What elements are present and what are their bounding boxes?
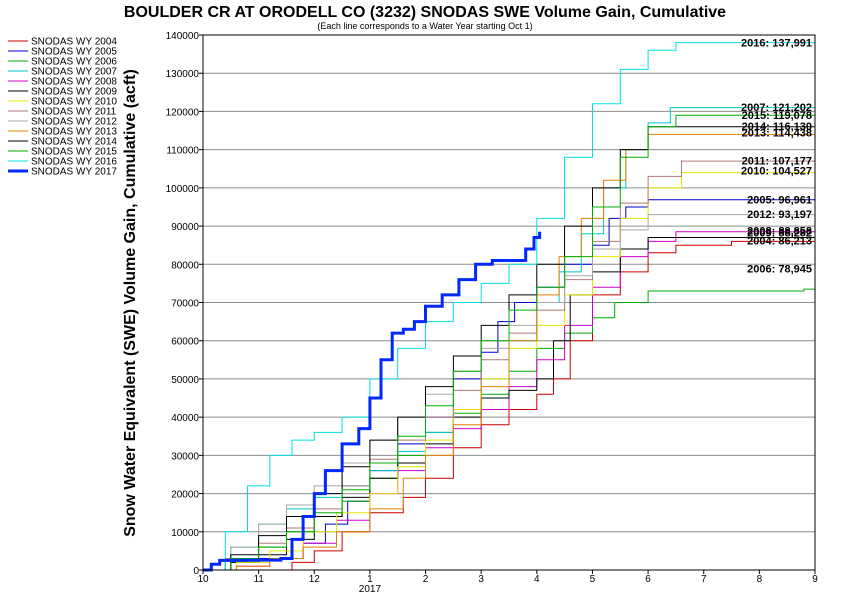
- y-tick-label: 70000: [171, 299, 199, 310]
- legend-label: SNODAS WY 2016: [31, 157, 117, 168]
- x-tick-label: 7: [701, 574, 707, 585]
- y-axis-label: Snow Water Equivalent (SWE) Volume Gain,…: [122, 69, 139, 537]
- y-tick-label: 0: [193, 566, 199, 577]
- series-line-2015: [203, 114, 816, 571]
- series-end-label: 2013: 114,438: [742, 128, 812, 140]
- legend-label: SNODAS WY 2007: [31, 67, 117, 78]
- series-end-label: 2016: 137,991: [741, 38, 812, 50]
- series-end-label: 2011: 107,177: [742, 155, 812, 167]
- end-labels: 2004: 86,213 2005: 96,961 2006: 78,945 2007…: [741, 38, 812, 276]
- chart-title: BOULDER CR AT ORODELL CO (3232) SNODAS S…: [124, 4, 726, 21]
- series-end-label: 2014: 116,130: [742, 121, 812, 133]
- y-tick-label: 50000: [171, 375, 199, 386]
- y-tick-label: 110000: [166, 146, 199, 157]
- x-tick-label: 3: [478, 574, 484, 585]
- series-end-label: 2008: 88,858: [747, 225, 812, 237]
- x-tick-label: 5: [590, 574, 596, 585]
- y-tick-label: 40000: [171, 413, 199, 424]
- y-tick-label: 100000: [166, 184, 200, 195]
- series-end-label: 2009: 88,282: [747, 228, 812, 240]
- series-end-label: 2012: 93,197: [747, 209, 812, 221]
- legend-label: SNODAS WY 2005: [31, 47, 117, 58]
- series-end-label: 2006: 78,945: [747, 263, 812, 275]
- x-tick-label: 4: [534, 574, 540, 585]
- legend-label: SNODAS WY 2006: [31, 57, 117, 68]
- y-tick-label: 60000: [171, 337, 199, 348]
- series-end-label: 2004: 86,213: [747, 236, 812, 248]
- legend-label: SNODAS WY 2004: [31, 37, 117, 48]
- y-tick-label: 10000: [171, 528, 199, 539]
- axes: 0 10000 20000 30000 40000 50000 60000 70000 8000…: [166, 31, 819, 585]
- y-tick-label: 90000: [171, 222, 199, 233]
- legend-label: SNODAS WY 2013: [31, 127, 117, 138]
- legend-label: SNODAS WY 2015: [31, 147, 117, 158]
- x-tick-label: 1: [367, 574, 373, 585]
- x-tick-label: 9: [812, 574, 818, 585]
- series-group: [203, 42, 816, 572]
- legend-label: SNODAS WY 2011: [31, 107, 117, 118]
- x-tick-label: 6: [645, 574, 651, 585]
- x-tick-label: 2: [423, 574, 429, 585]
- y-tick-label: 140000: [166, 31, 200, 42]
- legend-label: SNODAS WY 2012: [31, 117, 117, 128]
- series-end-label: 2010: 104,527: [741, 166, 812, 178]
- y-tick-label: 30000: [171, 451, 199, 462]
- y-tick-label: 80000: [171, 260, 199, 271]
- y-tick-label: 130000: [166, 69, 200, 80]
- legend-label: SNODAS WY 2009: [31, 87, 117, 98]
- x-tick-label: 10: [197, 574, 209, 585]
- y-tick-label: 20000: [171, 490, 199, 501]
- legend-label: SNODAS WY 2010: [31, 97, 117, 108]
- x-tick-label: 11: [253, 574, 264, 585]
- x-tick-label: 12: [309, 574, 321, 585]
- legend-label: SNODAS WY 2017: [31, 167, 117, 178]
- x-tick-label: 8: [757, 574, 763, 585]
- series-line-2017: [203, 231, 542, 572]
- legend-label: SNODAS WY 2008: [31, 77, 117, 88]
- series-line-2016: [203, 42, 816, 571]
- series-end-label: 2007: 121,202: [741, 102, 812, 114]
- legend-label: SNODAS WY 2014: [31, 137, 117, 148]
- series-end-label: 2005: 96,961: [747, 194, 812, 206]
- series-line-2013: [203, 132, 816, 571]
- series-end-label: 2015: 119,078: [742, 110, 812, 122]
- x-year-label: 2017: [359, 584, 382, 595]
- chart-subtitle: (Each line corresponds to a Water Year s…: [317, 21, 532, 31]
- y-tick-label: 120000: [166, 107, 200, 118]
